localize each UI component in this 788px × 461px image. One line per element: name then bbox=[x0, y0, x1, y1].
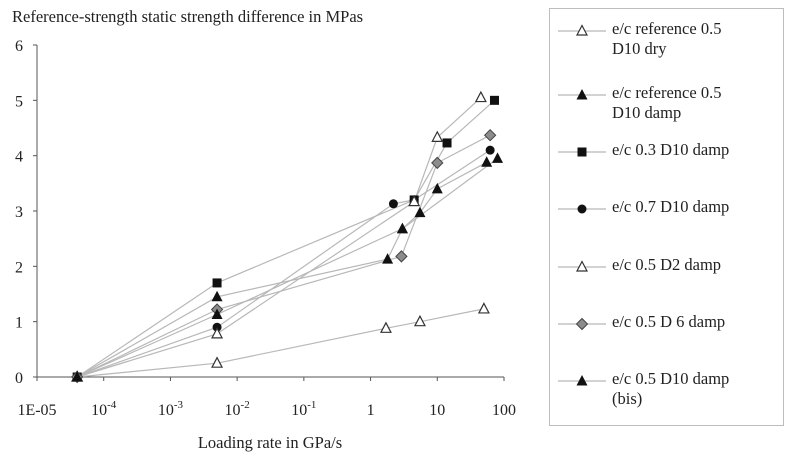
legend-swatch bbox=[558, 89, 606, 100]
series-6-point bbox=[395, 250, 408, 263]
legend-item: e/c 0.7 D10 damp bbox=[550, 197, 783, 237]
legend-marker bbox=[576, 89, 588, 100]
legend-swatch bbox=[558, 147, 606, 157]
series-line-4 bbox=[76, 149, 491, 378]
x-tick-label: 1E-05 bbox=[17, 402, 56, 419]
series-5-point bbox=[211, 327, 224, 339]
legend-label: e/c 0.5 D2 damp bbox=[612, 255, 722, 274]
x-tick-label: 10-3 bbox=[158, 399, 184, 419]
legend: e/c reference 0.5 D10 dry e/c reference 0… bbox=[549, 8, 784, 426]
legend-marker bbox=[577, 147, 587, 157]
series-line-6 bbox=[76, 134, 491, 378]
legend-swatch bbox=[558, 260, 606, 272]
series-2-point bbox=[382, 253, 394, 264]
legend-item: e/c 0.5 D2 damp bbox=[550, 255, 783, 295]
x-tick-label: 10-4 bbox=[91, 399, 117, 419]
series-2-point bbox=[481, 156, 493, 167]
series-4-point bbox=[388, 199, 398, 209]
x-tick-label: 10-1 bbox=[291, 399, 316, 419]
legend-marker bbox=[577, 204, 587, 214]
x-tick-label: 100 bbox=[492, 402, 516, 419]
series-1-point bbox=[379, 321, 392, 333]
legend-label: e/c reference 0.5 D10 dry bbox=[612, 19, 722, 58]
legend-marker bbox=[576, 375, 588, 386]
series-1-point bbox=[477, 302, 490, 314]
series-6-point bbox=[483, 128, 497, 142]
series-3-point bbox=[212, 278, 222, 288]
x-tick-label: 1 bbox=[367, 402, 375, 419]
series-2-point bbox=[414, 206, 426, 218]
series-7-point bbox=[492, 152, 504, 163]
y-tick-label: 3 bbox=[15, 204, 23, 221]
series-5-point bbox=[408, 194, 421, 207]
axes: 0 1 2 3 4 5 6 1E-05 10-4 10-3 10-2 10-1 1 10 100 bbox=[15, 38, 516, 419]
legend-item: e/c 0.5 D10 damp (bis) bbox=[550, 369, 783, 409]
legend-item: e/c reference 0.5 D10 damp bbox=[550, 83, 783, 123]
y-tick-label: 4 bbox=[15, 149, 23, 166]
x-axis-label: Loading rate in GPa/s bbox=[198, 433, 342, 452]
series-1-point bbox=[211, 356, 224, 368]
legend-marker bbox=[576, 24, 588, 36]
chart-plot: Reference-strength static strength diffe… bbox=[12, 7, 516, 452]
series-line-7 bbox=[76, 157, 498, 378]
y-tick-label: 1 bbox=[15, 315, 23, 332]
legend-marker bbox=[576, 260, 588, 272]
legend-swatch bbox=[558, 24, 606, 36]
series-7-point bbox=[211, 308, 223, 319]
legend-swatch bbox=[558, 204, 606, 214]
series-7-point bbox=[396, 222, 408, 234]
x-tick-label: 10-2 bbox=[225, 399, 250, 419]
x-tick-label: 10 bbox=[429, 402, 445, 419]
series-4-point bbox=[485, 145, 495, 155]
series-6-point bbox=[431, 156, 444, 170]
legend-label: e/c reference 0.5 D10 damp bbox=[612, 83, 722, 122]
y-tick-label: 0 bbox=[15, 370, 23, 387]
legend-item: e/c 0.5 D 6 damp bbox=[550, 312, 783, 352]
series-3-point bbox=[489, 95, 499, 105]
legend-label: e/c 0.5 D 6 damp bbox=[612, 312, 726, 331]
y-tick-label: 2 bbox=[15, 259, 23, 276]
series-line-1 bbox=[77, 308, 485, 378]
legend-item: e/c reference 0.5 D10 dry bbox=[550, 19, 783, 59]
series-line-5 bbox=[77, 97, 482, 378]
series-3-point bbox=[442, 138, 452, 148]
series-2-point bbox=[211, 290, 223, 302]
legend-label: e/c 0.3 D10 damp bbox=[612, 140, 730, 159]
series-7-point bbox=[71, 371, 83, 382]
y-tick-label: 5 bbox=[15, 93, 23, 110]
legend-swatch bbox=[558, 317, 606, 331]
series-5-point bbox=[474, 90, 487, 103]
series-5-point bbox=[431, 130, 444, 143]
series-1-point bbox=[413, 314, 426, 327]
legend-item: e/c 0.3 D10 damp bbox=[550, 140, 783, 180]
legend-marker bbox=[575, 317, 589, 331]
legend-label: e/c 0.7 D10 damp bbox=[612, 197, 730, 216]
legend-swatch bbox=[558, 375, 606, 386]
legend-label: e/c 0.5 D10 damp (bis) bbox=[612, 369, 730, 408]
y-tick-label: 6 bbox=[15, 38, 23, 55]
series-2-point bbox=[431, 182, 443, 194]
series-markers bbox=[70, 90, 504, 384]
chart-title: Reference-strength static strength diffe… bbox=[12, 7, 363, 26]
